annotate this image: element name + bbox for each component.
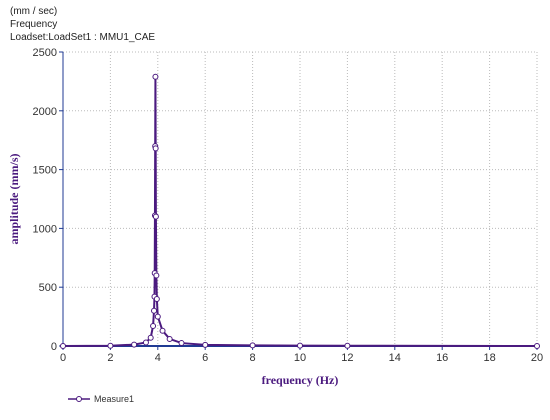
data-point bbox=[534, 343, 540, 349]
data-point bbox=[150, 323, 157, 330]
x-tick-label: 12 bbox=[341, 352, 353, 364]
data-point bbox=[166, 335, 173, 342]
x-tick-label: 20 bbox=[531, 352, 543, 364]
data-point bbox=[154, 313, 161, 320]
x-tick-label: 8 bbox=[250, 352, 256, 364]
x-tick-label: 0 bbox=[60, 352, 66, 364]
y-tick-label: 1500 bbox=[33, 165, 57, 177]
y-axis-label: amplitude (mm/s) bbox=[7, 154, 21, 245]
data-point bbox=[297, 342, 303, 349]
data-point bbox=[152, 73, 159, 80]
data-point bbox=[159, 327, 166, 334]
x-tick-label: 4 bbox=[155, 352, 161, 364]
x-tick-label: 6 bbox=[202, 352, 208, 364]
y-tick-label: 0 bbox=[51, 341, 57, 353]
data-point bbox=[131, 341, 138, 348]
x-tick-label: 14 bbox=[389, 352, 401, 364]
x-tick-label: 16 bbox=[436, 352, 448, 364]
data-point bbox=[147, 334, 154, 341]
data-point bbox=[202, 341, 209, 348]
data-point bbox=[142, 339, 149, 346]
legend-label: Measure1 bbox=[94, 394, 134, 404]
data-point bbox=[152, 213, 159, 220]
legend-marker bbox=[76, 396, 82, 402]
y-tick-label: 1000 bbox=[33, 223, 57, 235]
header-line: Frequency bbox=[10, 19, 57, 30]
x-tick-label: 18 bbox=[483, 352, 495, 364]
data-point bbox=[153, 272, 160, 279]
x-axis-label: frequency (Hz) bbox=[262, 373, 339, 387]
data-point bbox=[249, 342, 256, 349]
data-point bbox=[153, 295, 160, 302]
y-tick-label: 2000 bbox=[33, 106, 57, 118]
data-point bbox=[344, 342, 351, 349]
data-point bbox=[151, 307, 158, 314]
data-point bbox=[178, 340, 185, 347]
y-tick-label: 500 bbox=[39, 282, 57, 294]
data-point bbox=[152, 145, 159, 152]
header-line: Loadset:LoadSet1 : MMU1_CAE bbox=[10, 32, 155, 43]
x-tick-label: 2 bbox=[107, 352, 113, 364]
data-point bbox=[60, 343, 66, 349]
header-line: (mm / sec) bbox=[10, 6, 57, 17]
x-tick-label: 10 bbox=[294, 352, 306, 364]
data-point bbox=[107, 342, 114, 349]
y-tick-label: 2500 bbox=[33, 47, 57, 59]
